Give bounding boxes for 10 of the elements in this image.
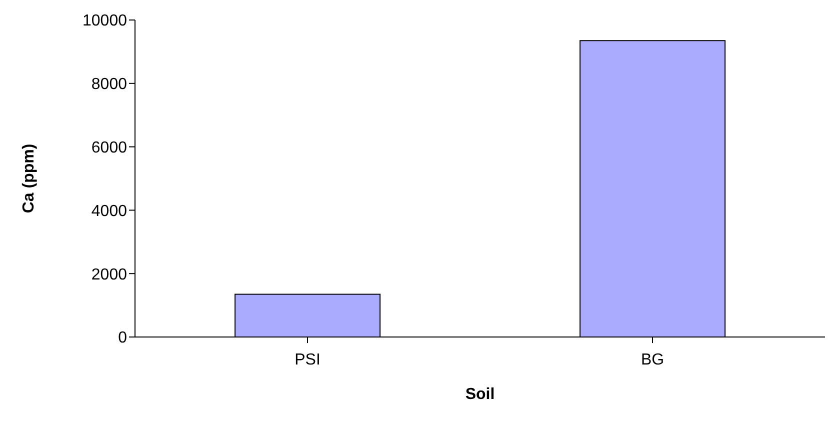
x-axis-title: Soil <box>465 386 495 403</box>
y-tick-label: 4000 <box>91 202 128 220</box>
y-tick-label: 10000 <box>82 12 128 30</box>
y-tick-label: 8000 <box>91 76 128 94</box>
x-tick-label: BG <box>640 351 664 368</box>
y-axis-title: Ca (ppm) <box>20 144 38 214</box>
y-tick-label: 6000 <box>91 139 128 156</box>
x-tick-label: PSI <box>294 351 320 368</box>
y-tick-label: 0 <box>118 330 128 347</box>
y-tick-label: 2000 <box>91 266 128 284</box>
